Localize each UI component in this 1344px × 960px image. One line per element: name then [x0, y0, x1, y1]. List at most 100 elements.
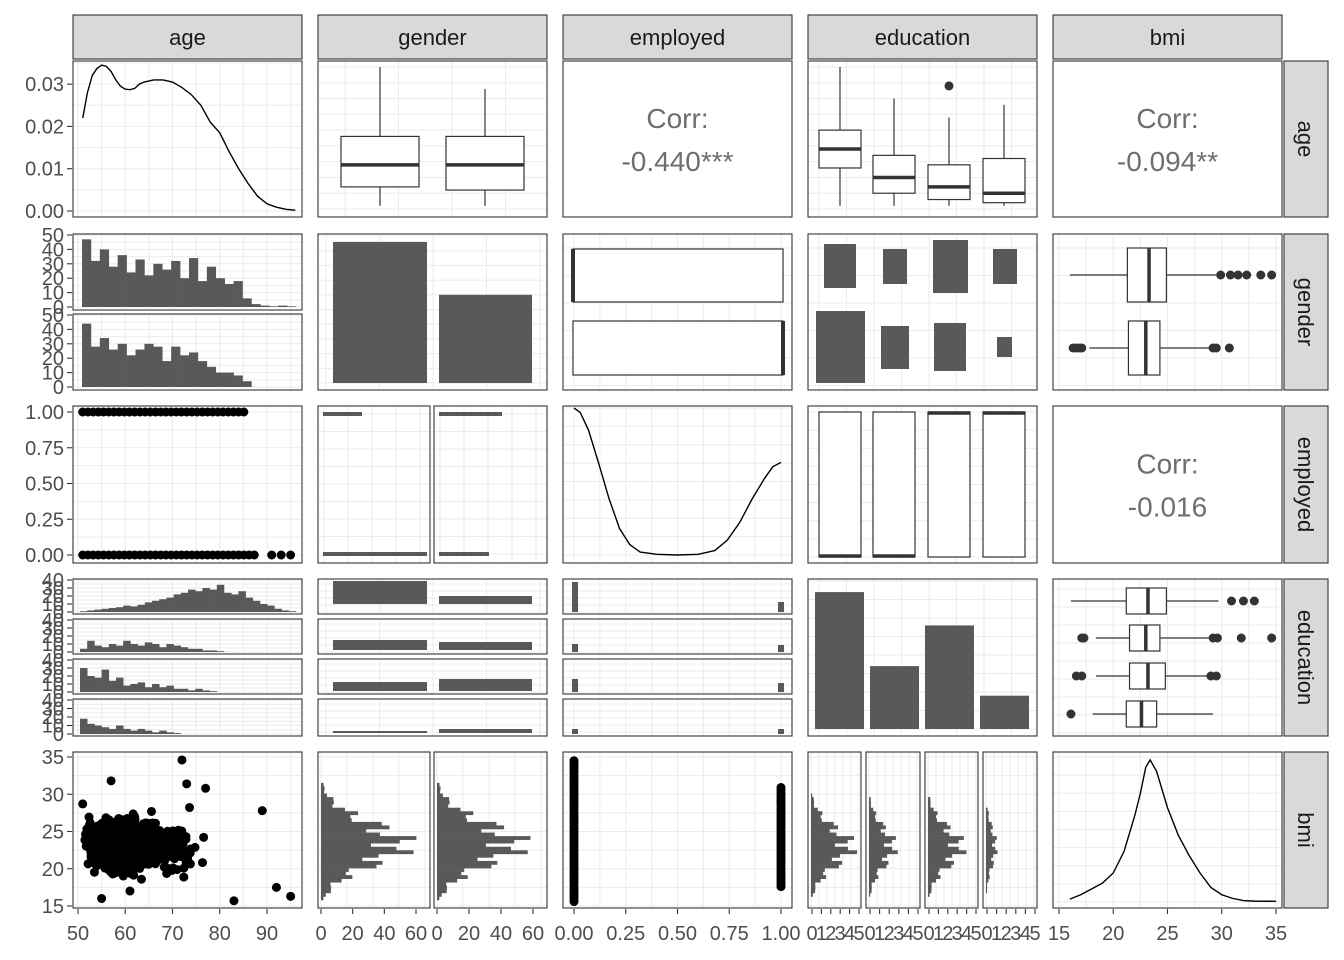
education-bmi-hist-bar: [869, 804, 871, 808]
age-gender-hist-bar: [117, 255, 127, 307]
panel-education-age-boxplot: [807, 60, 1038, 218]
age-gender-hist-bar: [126, 355, 136, 387]
y-axis-gender-label: 50: [42, 305, 64, 327]
correlation-0-background: [563, 61, 792, 217]
age-bmi-point: [167, 852, 177, 862]
education-bmi-hist-bar: [986, 871, 990, 876]
age-gender-hist-bar: [206, 366, 217, 387]
age-gender-hist-bar: [180, 278, 190, 307]
education-employed-box: [872, 411, 916, 558]
y-axis-employed-label: 0.75: [25, 438, 64, 460]
education-age-box: [982, 157, 1026, 204]
education-bmi-hist-bar: [986, 846, 996, 851]
correlation-value: -0.094**: [1117, 146, 1218, 177]
y-axis-education-label: 20: [42, 707, 64, 729]
x-axis-age-label: 80: [209, 923, 231, 945]
age-education-hist-bar: [180, 592, 189, 612]
age-gender-hist-bar: [197, 281, 208, 307]
age-education-hist-bar: [173, 688, 182, 692]
age-education-hist-bar: [202, 588, 210, 612]
age-education-hist-bar: [216, 584, 225, 612]
gender-bmi-hist-bar: [321, 786, 325, 791]
x-axis-gender-label: 40: [490, 923, 512, 945]
gender-bmi-hist-bar: [437, 789, 441, 794]
panel-age-employed-scatter: [72, 405, 303, 564]
age-education-hist-bar: [87, 723, 95, 734]
gender-bmi-hist-bar: [321, 797, 334, 801]
y-axis-age-label: 0.02: [25, 116, 64, 138]
age-education-hist-border: [72, 578, 303, 615]
education-age-border: [807, 60, 1038, 218]
education-bmi-hist-bar: [811, 829, 830, 833]
age-gender-hist-bar: [233, 375, 243, 387]
panel-age-bmi-scatter: [72, 751, 303, 909]
age-education-hist-bar: [116, 645, 124, 652]
panel-layer: Corr: -0.440*** Corr: -0.094** Corr: -0.016: [72, 60, 1283, 909]
age-bmi-point: [229, 896, 239, 906]
age-gender-hist-bar: [215, 372, 225, 387]
age-education-hist-bar: [159, 730, 167, 734]
employed-bmi-border: [562, 751, 793, 909]
bmi-education-outlier: [1077, 671, 1087, 681]
education-bmi-hist-bar: [869, 807, 874, 812]
employed-density-line: [573, 407, 782, 556]
education-gender-tile: [816, 311, 865, 383]
education-bmi-hist-bar: [869, 814, 876, 819]
gender-employed-hist-bar: [439, 412, 502, 416]
age-bmi-point: [185, 844, 195, 854]
age-bmi-point: [201, 783, 211, 793]
education-bmi-hist-bar: [928, 829, 944, 833]
gender-bmi-hist-bar: [321, 821, 382, 826]
row-strip-age: [1283, 60, 1329, 218]
education-age-box: [927, 164, 971, 201]
bmi-education-outlier: [1267, 633, 1277, 643]
age-education-hist-bar: [245, 597, 254, 612]
age-gender-hist-bar: [90, 346, 101, 387]
education-employed-box: [982, 411, 1026, 558]
age-education-hist-bar: [94, 677, 102, 692]
employed-education-border: [562, 578, 793, 615]
panel-age-education-histograms: [72, 578, 303, 737]
gender-bmi-hist-bar: [321, 836, 417, 840]
age-education-hist-bar: [180, 688, 189, 692]
education-bmi-hist-bar: [811, 857, 832, 862]
age-education-hist-bar: [123, 640, 131, 652]
gender-employed-hist-bar: [323, 552, 427, 556]
y-axis-education-label: 10: [42, 716, 64, 738]
employed-education-bar: [778, 645, 784, 652]
correlation-value: -0.440***: [621, 146, 733, 177]
education-bmi-hist-bar: [986, 860, 994, 865]
education-bmi-hist-bar: [811, 814, 821, 819]
x-axis-bmi-label: 20: [1102, 923, 1124, 945]
education-bmi-hist-bar: [986, 885, 988, 890]
correlation-label: Corr:: [1136, 449, 1198, 480]
age-gender-hist-bar: [242, 381, 252, 387]
age-gender-hist-bar: [162, 269, 172, 307]
bmi-gender-outlier: [1077, 343, 1087, 353]
x-axis-employed-label: 0.25: [606, 923, 645, 945]
gender-bmi-hist-bar: [437, 892, 442, 897]
education-bmi-hist-bar: [928, 825, 951, 830]
gender-bmi-hist-bar: [437, 850, 528, 855]
gender-bmi-hist-bar: [321, 885, 332, 890]
education-bmi-hist-bar: [986, 850, 998, 855]
age-bmi-point: [182, 779, 192, 789]
gender-bmi-hist-bar: [321, 882, 331, 887]
education-bmi-hist-bar: [986, 836, 997, 840]
row-strip-label-age: age: [1293, 121, 1318, 158]
age-bmi-border: [72, 751, 303, 909]
bmi-education-outlier: [1212, 633, 1222, 643]
education-bmi-hist-bar: [928, 889, 932, 894]
education-bmi-hist-bar: [928, 836, 964, 840]
gender-bmi-hist-bar: [437, 818, 468, 823]
age-employed-point: [286, 550, 296, 560]
gender-bmi-hist-bar: [437, 853, 494, 858]
education-bmi-hist-bar: [811, 839, 848, 844]
x-axis-bmi-label: 30: [1211, 923, 1233, 945]
education-bmi-hist-bar: [869, 885, 872, 890]
x-axis-gender-label: 20: [342, 923, 364, 945]
age-gender-hist-bar: [99, 249, 110, 307]
column-strip-label-age: age: [169, 25, 206, 50]
age-bmi-point: [110, 852, 120, 862]
x-axis-education-label: 1: [991, 923, 1002, 945]
